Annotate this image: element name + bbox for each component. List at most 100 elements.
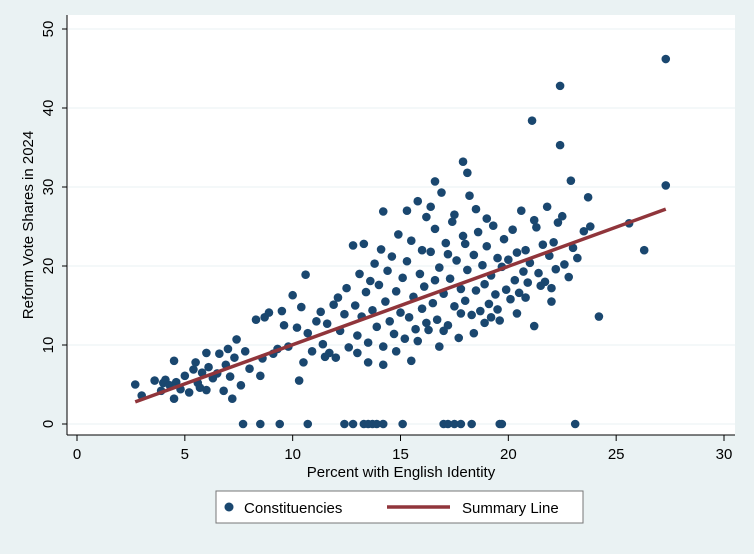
y-tick-label: 10 — [40, 337, 57, 354]
data-point — [482, 241, 492, 251]
data-point — [508, 225, 517, 234]
data-point — [398, 273, 407, 283]
data-point — [516, 206, 526, 215]
data-point — [450, 419, 459, 429]
data-point — [374, 280, 384, 290]
data-point — [383, 266, 392, 276]
data-point — [549, 238, 558, 247]
x-tick-label: 0 — [73, 446, 81, 463]
data-point — [426, 202, 435, 212]
data-point — [197, 368, 207, 377]
data-point — [514, 288, 524, 298]
data-point — [396, 308, 405, 317]
data-point — [482, 214, 492, 223]
data-point — [378, 360, 388, 370]
data-point — [331, 353, 341, 362]
data-point — [225, 372, 235, 381]
data-point — [519, 267, 528, 276]
data-point — [422, 318, 431, 328]
x-tick-label: 15 — [392, 446, 409, 463]
data-point — [171, 377, 181, 387]
data-point — [456, 419, 466, 429]
data-point — [443, 419, 453, 429]
data-point — [547, 283, 556, 293]
data-point — [435, 342, 444, 351]
data-point — [553, 218, 563, 227]
legend: Constituencies Summary Line — [215, 490, 584, 524]
data-point — [240, 347, 250, 356]
data-point — [573, 253, 582, 263]
data-point — [251, 315, 261, 325]
data-point — [661, 54, 671, 64]
data-point — [361, 287, 371, 297]
data-point — [460, 296, 470, 306]
data-point — [303, 328, 313, 338]
data-point — [529, 215, 539, 225]
data-point — [312, 317, 321, 326]
data-point — [467, 419, 476, 429]
summary-line-group — [134, 207, 667, 404]
data-point — [279, 320, 289, 330]
data-point — [359, 239, 369, 249]
data-point — [426, 247, 435, 257]
data-point — [527, 116, 537, 125]
data-point — [557, 211, 567, 221]
data-point — [512, 248, 522, 257]
data-point — [570, 419, 580, 429]
data-point — [424, 325, 433, 335]
data-point — [378, 419, 388, 429]
data-point — [303, 419, 313, 429]
data-point — [413, 196, 423, 206]
data-point — [202, 385, 211, 395]
data-point — [473, 227, 483, 237]
data-point — [555, 81, 565, 91]
data-point — [191, 358, 200, 367]
data-point — [355, 269, 364, 279]
data-point — [387, 252, 397, 261]
data-point — [469, 328, 479, 338]
data-point — [447, 217, 457, 227]
data-point — [445, 274, 455, 283]
y-axis-title: Reform Vote Shares in 2024 — [20, 131, 37, 319]
data-point — [322, 319, 332, 328]
data-point — [189, 365, 198, 374]
y-tick-label: 0 — [40, 420, 57, 428]
x-tick-label: 25 — [608, 446, 625, 463]
data-point — [499, 234, 509, 244]
data-point — [368, 305, 377, 315]
data-point — [381, 297, 390, 306]
data-point — [348, 419, 358, 429]
data-point — [430, 177, 440, 186]
data-point — [404, 313, 414, 322]
gridlines — [68, 28, 735, 425]
data-point — [443, 249, 453, 259]
data-point — [378, 207, 388, 216]
data-point — [486, 313, 496, 322]
data-point — [560, 260, 569, 269]
data-point — [435, 263, 444, 272]
y-ticks: 0 10 20 30 40 50 — [40, 21, 67, 428]
data-point — [402, 256, 412, 266]
data-point — [450, 210, 459, 219]
data-point — [363, 338, 373, 347]
data-point — [245, 364, 254, 374]
data-point — [130, 380, 140, 389]
data-point — [391, 347, 401, 356]
data-point — [299, 358, 308, 367]
data-point — [406, 236, 416, 246]
data-point — [389, 329, 399, 339]
data-point — [301, 270, 310, 279]
x-tick-label: 20 — [500, 446, 517, 463]
data-point — [378, 342, 388, 351]
data-point — [215, 349, 224, 358]
data-point — [532, 222, 541, 232]
data-point — [469, 250, 479, 260]
data-point — [551, 264, 561, 274]
data-point — [529, 321, 539, 331]
y-tick-label: 20 — [40, 258, 57, 275]
data-point — [292, 323, 302, 332]
y-tick-label: 50 — [40, 21, 57, 38]
data-point — [521, 293, 530, 302]
data-point — [230, 353, 239, 362]
